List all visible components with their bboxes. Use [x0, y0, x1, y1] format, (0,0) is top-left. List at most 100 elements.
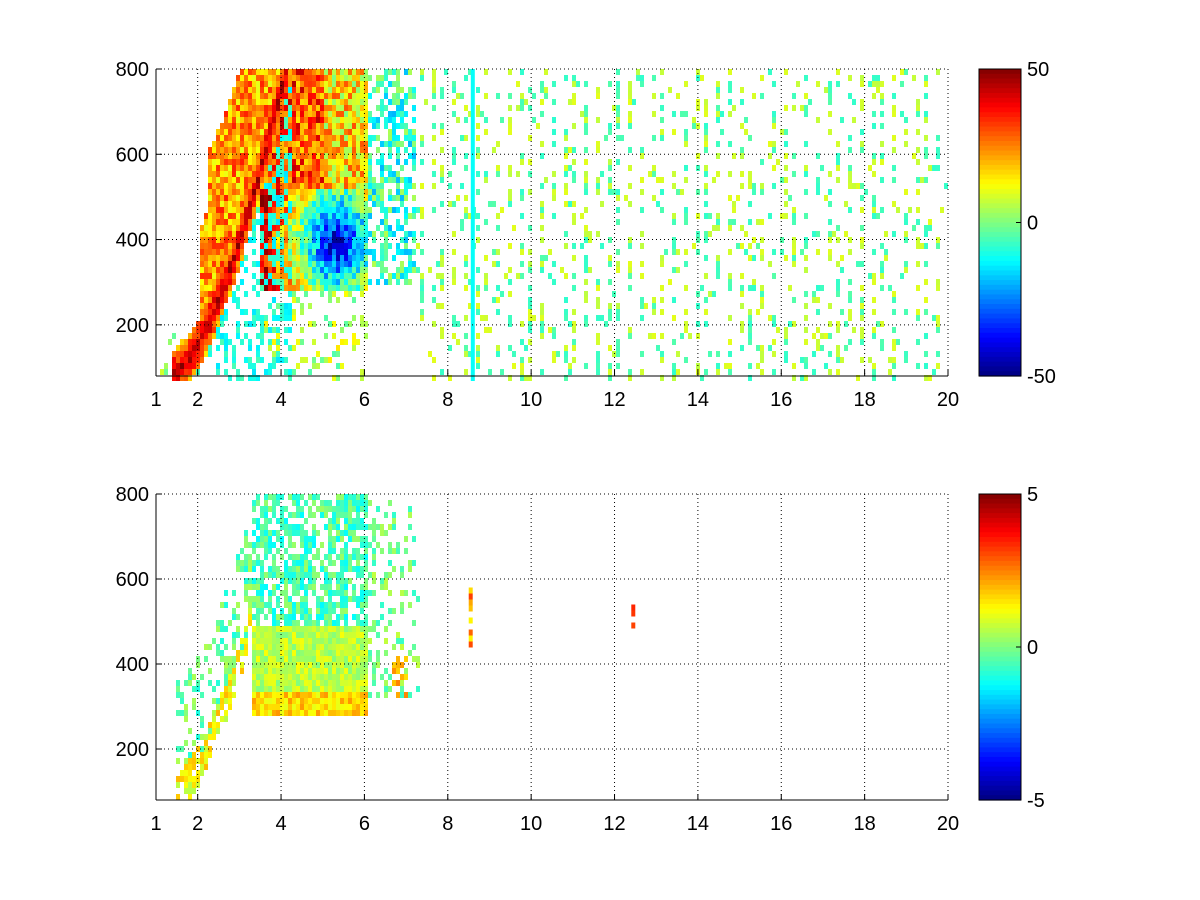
- x-tick-label: 4: [275, 813, 286, 835]
- colorbar-step: [979, 140, 1021, 147]
- x-tick-label: 6: [359, 389, 370, 411]
- colorbar-step: [979, 203, 1021, 209]
- colorbar-step: [979, 498, 1021, 505]
- colorbar-step: [979, 494, 1021, 500]
- x-tick-label: 8: [442, 389, 453, 411]
- colorbar-step: [979, 126, 1021, 132]
- colorbar-step: [979, 136, 1021, 142]
- x-tick-label: 18: [854, 813, 876, 835]
- colorbar-step: [979, 97, 1021, 104]
- y-tick-label: 600: [116, 569, 149, 591]
- colorbar-step: [979, 675, 1021, 682]
- colorbar-step: [979, 78, 1021, 84]
- colorbar-step: [979, 761, 1021, 768]
- colorbar-step: [979, 155, 1021, 161]
- colorbar-step: [979, 795, 1021, 801]
- colorbar-step: [979, 647, 1021, 653]
- colorbar-step: [979, 256, 1021, 262]
- colorbar-step: [979, 589, 1021, 596]
- heatmap-feature: [470, 117, 475, 123]
- colorbar-step: [979, 556, 1021, 562]
- colorbar-step: [979, 723, 1021, 729]
- colorbar-step: [979, 356, 1021, 363]
- colorbar-step: [979, 121, 1021, 128]
- heatmap-feature: [470, 195, 475, 201]
- y-tick-label: 600: [116, 144, 149, 166]
- colorbar-step: [979, 599, 1021, 605]
- colorbar-tick-label: 0: [1027, 213, 1038, 235]
- heatmap-feature: [470, 111, 475, 117]
- heatmap-feature: [470, 243, 475, 249]
- heatmap-feature: [470, 207, 475, 213]
- x-tick-label: 2: [192, 389, 203, 411]
- colorbar-step: [979, 718, 1021, 725]
- colorbar-step: [979, 517, 1021, 524]
- colorbar-step: [979, 337, 1021, 344]
- colorbar-step: [979, 150, 1021, 156]
- y-tick-label: 800: [116, 59, 149, 81]
- heatmap-feature: [468, 629, 473, 636]
- heatmap-feature: [470, 315, 475, 321]
- heatmap-feature: [470, 177, 475, 183]
- colorbar-step: [979, 212, 1021, 219]
- colorbar-step: [979, 565, 1021, 572]
- heatmap-feature: [470, 303, 475, 309]
- heatmap-feature: [470, 69, 475, 75]
- x-tick-label: 8: [442, 813, 453, 835]
- colorbar-step: [979, 771, 1021, 777]
- colorbar-tick-label: -50: [1027, 366, 1056, 388]
- colorbar-step: [979, 527, 1021, 533]
- colorbar-step: [979, 88, 1021, 94]
- colorbar-step: [979, 347, 1021, 353]
- heatmap-feature: [470, 81, 475, 87]
- grid-lines: [156, 493, 949, 800]
- heatmap-feature: [468, 617, 473, 624]
- y-tick-label: 400: [116, 654, 149, 676]
- colorbar-step: [979, 174, 1021, 180]
- colorbar-step: [979, 299, 1021, 305]
- colorbar-step: [979, 704, 1021, 710]
- colorbar-step: [979, 766, 1021, 772]
- heatmap-feature: [470, 333, 475, 339]
- colorbar-step: [979, 246, 1021, 252]
- colorbar-step: [979, 752, 1021, 758]
- heatmap-feature: [468, 599, 473, 606]
- heatmap-feature: [470, 201, 475, 207]
- heatmap-feature: [470, 261, 475, 267]
- colorbar-step: [979, 332, 1021, 339]
- heatmap-feature: [470, 273, 475, 279]
- colorbar-step: [979, 270, 1021, 276]
- colorbar-step: [979, 265, 1021, 272]
- colorbar-step: [979, 608, 1021, 615]
- colorbar-step: [979, 304, 1021, 310]
- heatmap-feature: [470, 327, 475, 333]
- heatmap-feature: [470, 183, 475, 189]
- heatmap-feature: [470, 345, 475, 351]
- colorbar-step: [979, 790, 1021, 796]
- x-tick-label: 12: [603, 389, 625, 411]
- heatmap-feature: [470, 189, 475, 195]
- colorbar-step: [979, 193, 1021, 200]
- colorbar-step: [979, 632, 1021, 639]
- colorbar-tick-label: 5: [1027, 484, 1038, 506]
- heatmap-feature: [470, 309, 475, 315]
- colorbar-step: [979, 284, 1021, 291]
- heatmap-feature: [468, 635, 473, 642]
- heatmap-feature: [470, 225, 475, 231]
- colorbar-step: [979, 670, 1021, 677]
- colorbar-step: [979, 145, 1021, 152]
- colorbar-step: [979, 232, 1021, 238]
- x-tick-label: 4: [275, 389, 286, 411]
- colorbar-step: [979, 709, 1021, 715]
- colorbar-step: [979, 92, 1021, 99]
- heatmap-feature: [470, 285, 475, 291]
- x-tick-label: 2: [192, 813, 203, 835]
- x-tick-label: 1: [150, 813, 161, 835]
- heatmap-feature: [470, 375, 475, 381]
- colorbar-step: [979, 102, 1021, 108]
- colorbar-step: [979, 680, 1021, 686]
- colorbar-step: [979, 251, 1021, 257]
- colorbar-step: [979, 713, 1021, 720]
- colorbar-step: [979, 112, 1021, 118]
- colorbar-step: [979, 73, 1021, 80]
